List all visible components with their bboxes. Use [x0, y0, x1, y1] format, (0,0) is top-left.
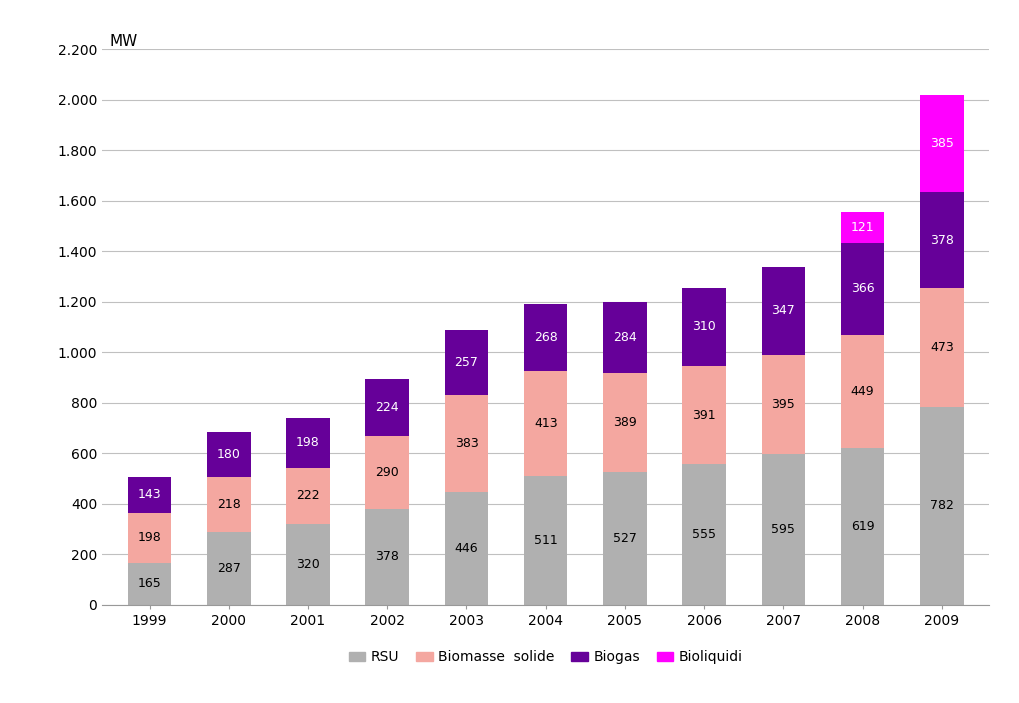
Text: 218: 218	[217, 498, 240, 511]
Text: 366: 366	[850, 283, 873, 295]
Text: 782: 782	[929, 499, 953, 512]
Text: 527: 527	[612, 531, 636, 545]
Bar	[840, 449, 883, 605]
Text: 449: 449	[850, 385, 873, 398]
Bar	[286, 524, 329, 605]
Text: 595: 595	[770, 523, 795, 536]
Text: 284: 284	[612, 331, 636, 344]
Text: 320: 320	[296, 557, 320, 571]
Bar	[761, 354, 804, 454]
Bar	[761, 454, 804, 605]
Bar	[602, 373, 646, 472]
Text: 378: 378	[375, 550, 398, 563]
Text: 198: 198	[138, 531, 161, 544]
Text: 290: 290	[375, 466, 398, 479]
Bar	[602, 302, 646, 373]
Bar	[444, 395, 488, 492]
Text: 511: 511	[533, 534, 557, 546]
Bar	[682, 288, 726, 366]
Bar	[286, 467, 329, 524]
Text: 378: 378	[929, 233, 953, 247]
Bar	[602, 472, 646, 605]
Text: 310: 310	[692, 320, 715, 333]
Bar	[919, 95, 963, 193]
Text: MW: MW	[110, 34, 138, 49]
Text: 347: 347	[770, 304, 795, 317]
Bar	[365, 509, 409, 605]
Bar	[207, 532, 251, 605]
Text: 257: 257	[454, 356, 478, 369]
Bar	[524, 304, 567, 371]
Bar	[444, 330, 488, 395]
Text: 413: 413	[533, 417, 557, 430]
Text: 224: 224	[375, 401, 398, 414]
Bar	[524, 371, 567, 476]
Bar	[365, 436, 409, 509]
Bar	[761, 267, 804, 354]
Text: 619: 619	[850, 520, 873, 533]
Text: 165: 165	[138, 577, 161, 591]
Text: 198: 198	[296, 437, 320, 449]
Bar	[524, 476, 567, 605]
Bar	[840, 243, 883, 335]
Bar	[919, 288, 963, 407]
Text: 222: 222	[296, 489, 320, 502]
Text: 389: 389	[612, 416, 636, 429]
Text: 287: 287	[217, 562, 240, 575]
Text: 180: 180	[217, 448, 240, 461]
Bar	[127, 563, 171, 605]
Text: 395: 395	[770, 398, 795, 411]
Text: 121: 121	[850, 221, 873, 234]
Bar	[840, 212, 883, 243]
Bar	[207, 477, 251, 532]
Text: 473: 473	[929, 341, 953, 354]
Bar	[682, 465, 726, 605]
Text: 143: 143	[138, 489, 161, 501]
Text: 555: 555	[692, 528, 715, 541]
Bar	[286, 418, 329, 467]
Bar	[127, 513, 171, 563]
Legend: RSU, Biomasse  solide, Biogas, Bioliquidi: RSU, Biomasse solide, Biogas, Bioliquidi	[342, 645, 748, 670]
Bar	[365, 380, 409, 436]
Bar	[127, 477, 171, 513]
Bar	[919, 193, 963, 288]
Text: 385: 385	[929, 137, 953, 150]
Text: 268: 268	[533, 331, 557, 344]
Bar	[919, 407, 963, 605]
Text: 391: 391	[692, 408, 715, 422]
Bar	[682, 366, 726, 465]
Text: 383: 383	[454, 437, 478, 450]
Text: 446: 446	[454, 542, 478, 555]
Bar	[207, 432, 251, 477]
Bar	[444, 492, 488, 605]
Bar	[840, 335, 883, 449]
